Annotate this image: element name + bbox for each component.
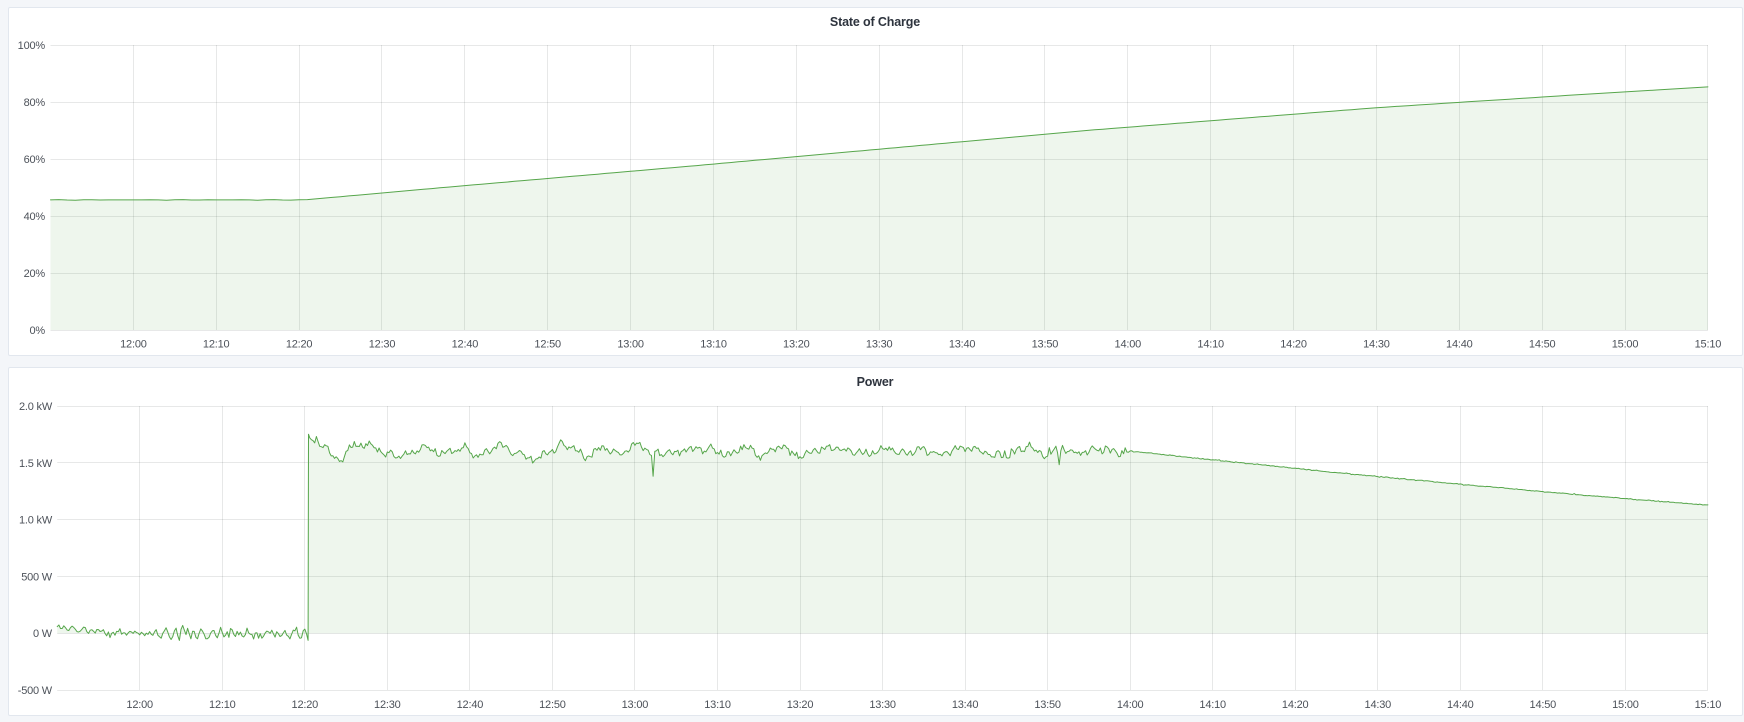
svg-text:14:50: 14:50 bbox=[1530, 699, 1557, 711]
svg-text:14:40: 14:40 bbox=[1446, 339, 1473, 351]
svg-text:14:20: 14:20 bbox=[1282, 699, 1309, 711]
svg-text:12:00: 12:00 bbox=[120, 339, 147, 351]
svg-text:14:40: 14:40 bbox=[1447, 699, 1474, 711]
svg-text:14:20: 14:20 bbox=[1280, 339, 1307, 351]
svg-text:80%: 80% bbox=[24, 97, 46, 109]
svg-text:13:40: 13:40 bbox=[949, 339, 976, 351]
svg-text:14:00: 14:00 bbox=[1115, 339, 1142, 351]
svg-text:0 W: 0 W bbox=[33, 628, 53, 640]
svg-text:20%: 20% bbox=[24, 268, 46, 280]
svg-text:13:40: 13:40 bbox=[952, 699, 979, 711]
svg-text:60%: 60% bbox=[24, 154, 46, 166]
svg-text:12:30: 12:30 bbox=[369, 339, 396, 351]
svg-text:15:10: 15:10 bbox=[1695, 699, 1722, 711]
svg-text:14:10: 14:10 bbox=[1197, 339, 1224, 351]
svg-text:12:20: 12:20 bbox=[292, 699, 319, 711]
svg-text:12:40: 12:40 bbox=[457, 699, 484, 711]
svg-text:13:00: 13:00 bbox=[622, 699, 649, 711]
svg-text:100%: 100% bbox=[18, 40, 46, 52]
svg-text:13:30: 13:30 bbox=[866, 339, 893, 351]
svg-text:14:30: 14:30 bbox=[1365, 699, 1392, 711]
svg-text:12:10: 12:10 bbox=[209, 699, 236, 711]
svg-text:40%: 40% bbox=[24, 211, 46, 223]
svg-text:1.0 kW: 1.0 kW bbox=[19, 515, 53, 527]
svg-text:13:50: 13:50 bbox=[1032, 339, 1059, 351]
svg-text:12:50: 12:50 bbox=[539, 699, 566, 711]
svg-text:13:10: 13:10 bbox=[704, 699, 731, 711]
svg-text:14:00: 14:00 bbox=[1117, 699, 1144, 711]
svg-text:14:50: 14:50 bbox=[1529, 339, 1556, 351]
svg-text:15:10: 15:10 bbox=[1695, 339, 1722, 351]
svg-text:12:00: 12:00 bbox=[126, 699, 153, 711]
svg-text:13:10: 13:10 bbox=[700, 339, 727, 351]
svg-text:500 W: 500 W bbox=[21, 571, 53, 583]
svg-text:13:30: 13:30 bbox=[869, 699, 896, 711]
svg-text:13:50: 13:50 bbox=[1034, 699, 1061, 711]
svg-text:14:30: 14:30 bbox=[1363, 339, 1390, 351]
svg-text:12:50: 12:50 bbox=[534, 339, 561, 351]
svg-text:13:00: 13:00 bbox=[617, 339, 644, 351]
svg-text:15:00: 15:00 bbox=[1612, 339, 1639, 351]
svg-text:13:20: 13:20 bbox=[783, 339, 810, 351]
svg-text:1.5 kW: 1.5 kW bbox=[19, 458, 53, 470]
svg-text:2.0 kW: 2.0 kW bbox=[19, 401, 53, 413]
svg-text:13:20: 13:20 bbox=[787, 699, 814, 711]
svg-text:-500 W: -500 W bbox=[18, 685, 53, 697]
svg-text:12:30: 12:30 bbox=[374, 699, 401, 711]
svg-text:14:10: 14:10 bbox=[1199, 699, 1226, 711]
svg-text:12:40: 12:40 bbox=[452, 339, 479, 351]
svg-text:0%: 0% bbox=[30, 325, 46, 337]
svg-text:12:20: 12:20 bbox=[286, 339, 313, 351]
svg-text:12:10: 12:10 bbox=[203, 339, 230, 351]
svg-text:15:00: 15:00 bbox=[1612, 699, 1639, 711]
